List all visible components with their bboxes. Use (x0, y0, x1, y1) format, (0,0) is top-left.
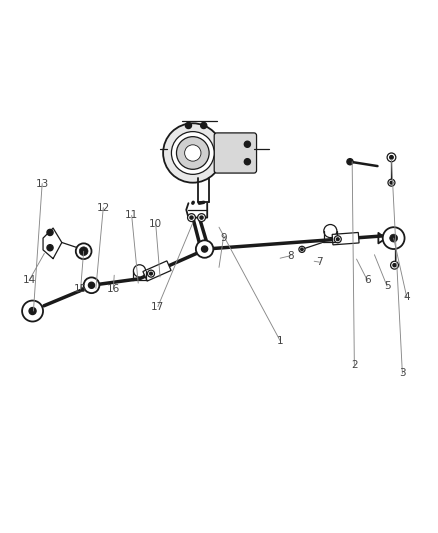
Circle shape (391, 261, 399, 269)
Circle shape (334, 236, 341, 243)
Circle shape (185, 145, 201, 161)
Polygon shape (143, 261, 171, 281)
Circle shape (22, 301, 43, 321)
Circle shape (148, 270, 155, 277)
Circle shape (244, 141, 251, 147)
Circle shape (196, 240, 213, 258)
Text: 14: 14 (22, 276, 36, 286)
Circle shape (324, 224, 337, 238)
Circle shape (244, 159, 251, 165)
Text: 1: 1 (277, 336, 283, 346)
Circle shape (187, 214, 195, 222)
Circle shape (163, 123, 223, 183)
Text: 2: 2 (351, 360, 358, 370)
Circle shape (390, 156, 393, 159)
Circle shape (201, 123, 207, 128)
Circle shape (301, 248, 303, 251)
Text: 8: 8 (288, 251, 294, 261)
Text: 5: 5 (384, 281, 390, 291)
Text: 17: 17 (151, 302, 165, 312)
Circle shape (79, 247, 88, 256)
Circle shape (393, 264, 396, 266)
Text: 12: 12 (97, 203, 110, 213)
Circle shape (387, 153, 396, 161)
Circle shape (185, 123, 191, 128)
Text: 4: 4 (403, 292, 410, 302)
Circle shape (47, 229, 53, 236)
Circle shape (383, 227, 405, 249)
Circle shape (177, 136, 209, 169)
Text: 7: 7 (316, 257, 323, 267)
Circle shape (84, 277, 99, 293)
Circle shape (336, 238, 339, 240)
Text: 9: 9 (220, 233, 227, 243)
Polygon shape (332, 232, 359, 245)
Circle shape (200, 216, 203, 219)
Circle shape (390, 234, 398, 242)
Circle shape (347, 159, 353, 165)
Text: 11: 11 (125, 211, 138, 221)
Circle shape (47, 245, 53, 251)
Circle shape (198, 214, 205, 222)
FancyBboxPatch shape (214, 133, 257, 173)
Text: 13: 13 (35, 179, 49, 189)
Text: 16: 16 (107, 284, 120, 294)
Circle shape (388, 179, 395, 186)
Text: 6: 6 (364, 276, 371, 286)
Circle shape (29, 308, 36, 314)
Circle shape (190, 216, 193, 219)
Circle shape (76, 244, 92, 259)
Text: 15: 15 (74, 284, 87, 294)
Text: 3: 3 (399, 368, 406, 378)
Circle shape (171, 132, 214, 174)
Circle shape (88, 282, 95, 288)
Circle shape (390, 181, 393, 184)
Circle shape (299, 246, 305, 253)
Circle shape (150, 272, 152, 275)
Circle shape (201, 246, 208, 252)
Circle shape (134, 265, 146, 277)
Text: 10: 10 (149, 219, 162, 229)
